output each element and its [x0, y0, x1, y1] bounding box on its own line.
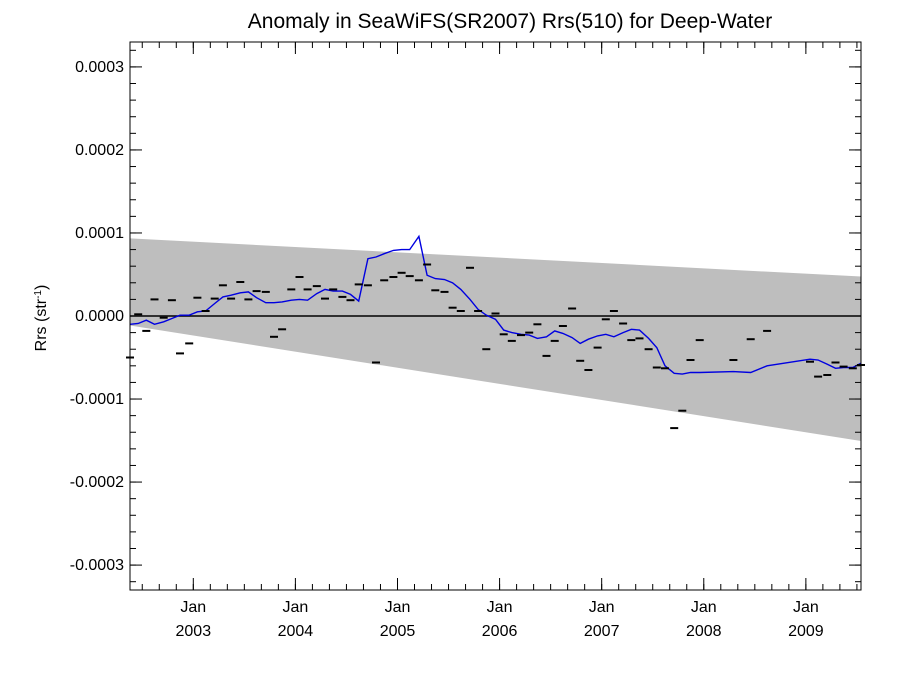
- x-tick-label-year: 2004: [278, 623, 314, 640]
- uncertainty-band: [130, 238, 861, 441]
- x-tick-label-month: Jan: [487, 599, 513, 616]
- x-tick-label-month: Jan: [282, 599, 308, 616]
- y-axis-label-sup: -1: [33, 290, 44, 299]
- data-points-layer: [126, 263, 865, 430]
- x-ticks-layer: Jan 2003 Jan 2004 Jan 2005 Jan 2006 Jan 2007 Jan 20…: [141, 42, 858, 640]
- x-tick-label-month: Jan: [589, 599, 615, 616]
- y-axis-label-end: ): [33, 285, 50, 290]
- y-tick-label: 0.0003: [75, 59, 124, 76]
- x-tick-label-month: Jan: [793, 599, 819, 616]
- chart-title: Anomaly in SeaWiFS(SR2007) Rrs(510) for …: [248, 10, 772, 33]
- x-tick-label-month: Jan: [691, 599, 717, 616]
- y-tick-label: 0.0002: [75, 142, 124, 159]
- uncertainty-band-layer: [130, 238, 861, 441]
- x-tick-label-month: Jan: [385, 599, 411, 616]
- x-tick-label-year: 2007: [584, 623, 620, 640]
- series-line-1: [129, 234, 862, 375]
- x-tick-label-year: 2003: [176, 623, 212, 640]
- y-tick-label: 0.0000: [75, 308, 124, 325]
- y-tick-label: -0.0003: [70, 557, 124, 574]
- y-tick-label: 0.0001: [75, 225, 124, 242]
- y-tick-label: -0.0002: [70, 474, 124, 491]
- x-tick-label-month: Jan: [180, 599, 206, 616]
- x-tick-label-year: 2009: [788, 623, 824, 640]
- y-tick-label: -0.0001: [70, 391, 124, 408]
- x-tick-label-year: 2006: [482, 623, 518, 640]
- trend-line-layer: [129, 234, 862, 375]
- y-ticks-layer: 0.0003 0.0002 0.0001 0.0000 -0.0001 -0.0002 -0…: [70, 49, 861, 583]
- y-axis-label-main: Rrs (str: [33, 298, 50, 351]
- y-axis-label: Rrs (str-1): [33, 285, 51, 352]
- x-tick-label-year: 2005: [380, 623, 416, 640]
- x-tick-label-year: 2008: [686, 623, 722, 640]
